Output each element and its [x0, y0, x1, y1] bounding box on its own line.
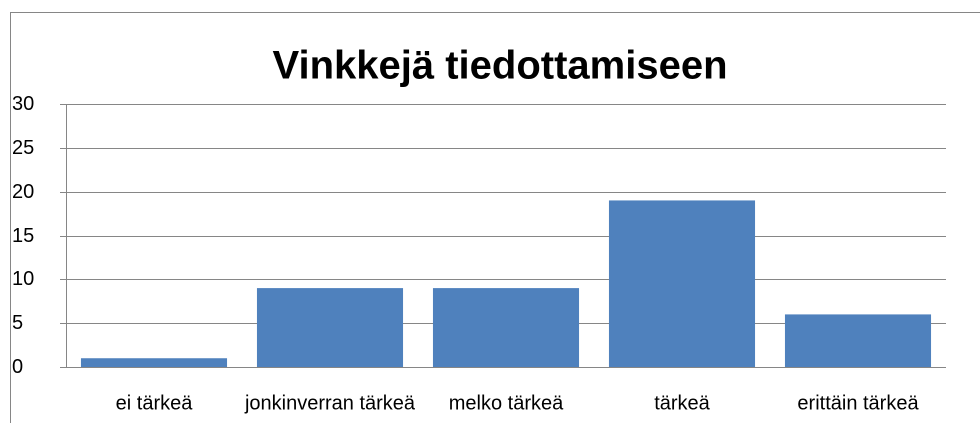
y-tick-label: 10 — [12, 268, 34, 290]
x-tick-label: jonkinverran tärkeä — [244, 392, 416, 414]
x-tick-label: tärkeä — [654, 392, 710, 414]
x-tick-label: erittäin tärkeä — [797, 392, 919, 414]
bar — [785, 314, 931, 367]
bar — [257, 288, 403, 367]
bar — [433, 288, 579, 367]
y-tick-label: 5 — [12, 312, 23, 334]
y-tick-label: 15 — [12, 225, 34, 247]
bar — [81, 358, 227, 367]
y-tick-label: 0 — [12, 356, 23, 378]
bar — [609, 200, 755, 367]
x-tick-label: melko tärkeä — [449, 392, 564, 414]
y-tick-label: 25 — [12, 137, 34, 159]
chart-title: Vinkkejä tiedottamiseen — [273, 44, 728, 88]
y-tick-label: 20 — [12, 181, 34, 203]
y-tick-label: 30 — [12, 93, 34, 115]
x-tick-label: ei tärkeä — [116, 392, 194, 414]
